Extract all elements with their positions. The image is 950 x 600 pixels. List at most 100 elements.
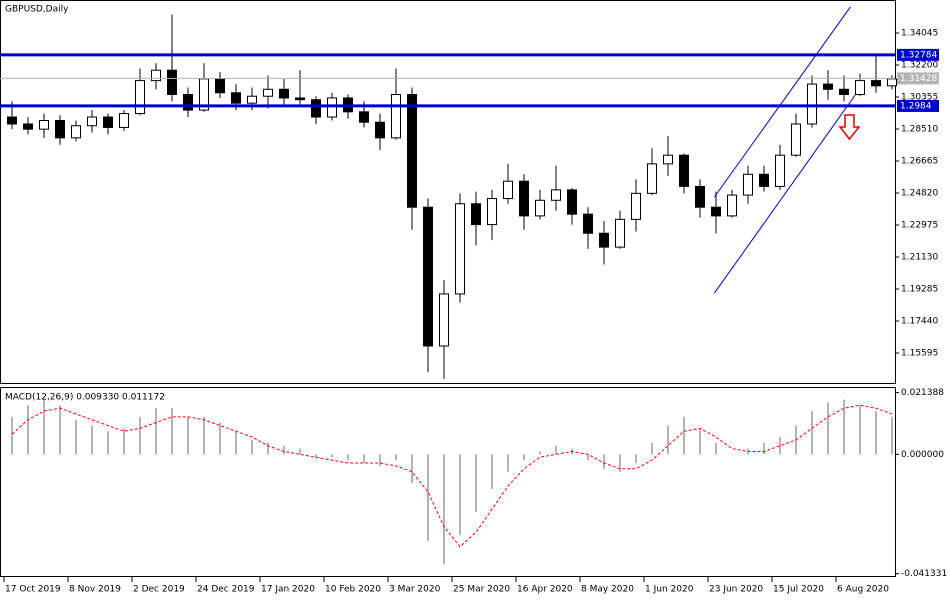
macd-bar	[91, 425, 93, 455]
macd-bar	[171, 408, 173, 455]
candle-body	[535, 199, 545, 217]
macd-bar	[683, 416, 685, 455]
candle-body	[167, 69, 177, 95]
macd-bar	[139, 416, 141, 455]
x-tick-label: 8 Nov 2019	[69, 585, 121, 595]
candle-body	[503, 180, 513, 200]
macd-bar	[587, 454, 589, 461]
candle-body	[39, 120, 49, 130]
candle-body	[775, 154, 785, 187]
macd-bar	[667, 425, 669, 455]
macd-bar	[763, 442, 765, 455]
candle-body	[759, 173, 769, 187]
signal-line	[11, 404, 893, 548]
candle-body	[407, 93, 417, 208]
y-tick-label: 1.28510	[901, 125, 938, 135]
candle-body	[631, 192, 641, 220]
macd-bar	[459, 454, 461, 536]
candle-body	[455, 203, 465, 295]
chart-title: GBPUSD,Daily	[5, 5, 69, 15]
macd-bar	[507, 454, 509, 472]
channel-line	[713, 6, 851, 198]
macd-bar	[251, 439, 253, 455]
macd-bar	[827, 402, 829, 455]
macd-bar	[603, 454, 605, 469]
y-tick-label: 0.021388	[901, 388, 944, 398]
macd-bar	[715, 442, 717, 455]
macd-bar	[491, 454, 493, 489]
macd-panel	[0, 387, 896, 577]
candle-body	[695, 185, 705, 208]
macd-bar	[59, 405, 61, 455]
y-tick-label: 1.26665	[901, 157, 938, 167]
candle-body	[231, 92, 241, 104]
candle-body	[519, 180, 529, 217]
macd-bar	[891, 416, 893, 455]
macd-bar	[123, 428, 125, 455]
candle-body	[423, 206, 433, 347]
y-tick-label: 0.000000	[901, 450, 944, 460]
macd-bar	[315, 454, 317, 458]
x-tick-label: 8 May 2020	[581, 585, 634, 595]
macd-title: MACD(12,26,9) 0.009330 0.011172	[5, 393, 165, 403]
candle-body	[871, 80, 881, 87]
level-label: 1.32784	[900, 50, 937, 60]
macd-bar	[811, 411, 813, 455]
candle-body	[855, 80, 865, 95]
candle-body	[7, 116, 17, 125]
macd-bar	[875, 411, 877, 455]
macd-bar	[475, 454, 477, 513]
macd-bar	[555, 445, 557, 455]
candle-body	[663, 154, 673, 165]
x-tick-label: 3 Mar 2020	[389, 585, 441, 595]
y-tick-label: -0.041331	[901, 569, 947, 579]
candle-body	[359, 111, 369, 123]
y-tick-label: 1.34045	[901, 29, 938, 39]
x-tick-label: 24 Dec 2019	[197, 585, 255, 595]
macd-bar	[27, 405, 29, 455]
candle-body	[823, 83, 833, 90]
y-tick-label: 1.32200	[901, 61, 938, 71]
candle-body	[839, 88, 849, 95]
macd-bar	[219, 422, 221, 455]
candle-body	[375, 121, 385, 139]
macd-bar	[427, 454, 429, 541]
last-price-box	[897, 72, 939, 85]
macd-bar	[379, 454, 381, 466]
candle-body	[567, 189, 577, 215]
macd-bar	[443, 454, 445, 565]
macd-bar	[635, 454, 637, 464]
candle-body	[183, 93, 193, 111]
macd-bar	[651, 442, 653, 455]
y-tick-label: 1.15595	[901, 348, 938, 358]
macd-bar	[75, 419, 77, 455]
candle-body	[807, 83, 817, 125]
x-tick-label: 17 Jan 2020	[261, 585, 315, 595]
macd-bar	[699, 428, 701, 455]
down-arrow	[838, 114, 861, 141]
candle-body	[71, 125, 81, 139]
candle-body	[615, 218, 625, 248]
x-tick-label: 17 Oct 2019	[5, 585, 61, 595]
x-tick-label: 16 Apr 2020	[517, 585, 573, 595]
macd-bar	[11, 416, 13, 455]
y-tick-label: 1.22975	[901, 220, 938, 230]
candle-body	[679, 154, 689, 187]
candle-body	[743, 173, 753, 196]
candle-body	[647, 163, 657, 194]
candle-body	[215, 78, 225, 94]
macd-bar	[235, 431, 237, 455]
candle-body	[23, 123, 33, 130]
macd-bar	[539, 451, 541, 455]
macd-bar	[363, 454, 365, 464]
candle-body	[471, 203, 481, 226]
y-tick-label: 1.21130	[901, 252, 938, 262]
candle-body	[279, 88, 289, 99]
candle-body	[583, 213, 593, 234]
candle-body	[103, 116, 113, 128]
candle-body	[887, 78, 897, 87]
macd-bar	[299, 448, 301, 455]
candle-body	[247, 95, 257, 104]
candle-body	[599, 232, 609, 248]
macd-bar	[523, 454, 525, 461]
